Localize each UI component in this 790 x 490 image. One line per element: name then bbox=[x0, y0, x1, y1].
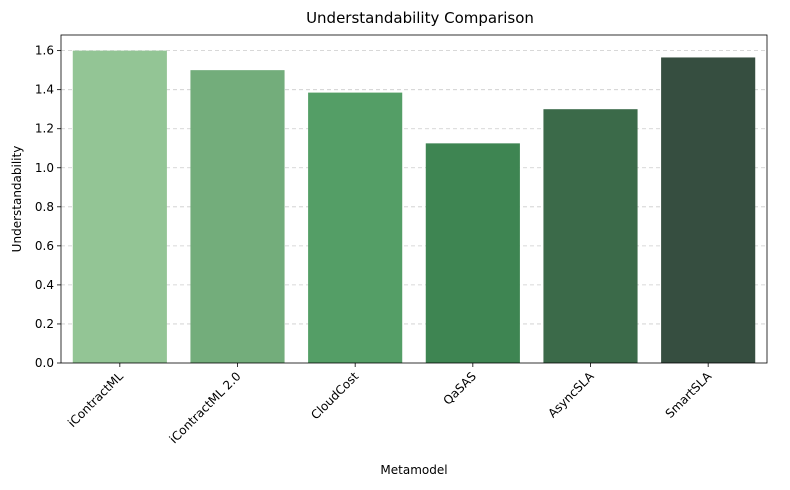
y-tick-label: 1.6 bbox=[35, 44, 54, 58]
x-axis-label: Metamodel bbox=[380, 463, 447, 477]
x-tick-label: SmartSLA bbox=[663, 369, 715, 421]
bar-icontractml-2-0 bbox=[190, 70, 285, 364]
grid-lines bbox=[61, 50, 767, 325]
y-tick-label: 0.4 bbox=[35, 278, 54, 292]
x-tick-label: iContractML 2.0 bbox=[167, 369, 244, 446]
y-tick-label: 0.2 bbox=[35, 317, 54, 331]
bar-asyncsla bbox=[543, 109, 638, 363]
y-tick-label: 1.4 bbox=[35, 83, 54, 97]
x-axis-ticks: iContractML iContractML 2.0 CloudCost QaSAS… bbox=[65, 363, 715, 446]
x-tick-label: QaSAS bbox=[440, 369, 479, 408]
bar-smartsla bbox=[661, 57, 756, 363]
x-tick-label: CloudCost bbox=[308, 369, 361, 422]
y-tick-label: 0.6 bbox=[35, 239, 54, 253]
bar-qasas bbox=[425, 143, 520, 363]
bars bbox=[72, 50, 756, 364]
y-tick-label: 1.0 bbox=[35, 161, 54, 175]
y-tick-label: 0.8 bbox=[35, 200, 54, 214]
bar-icontractml bbox=[72, 50, 167, 363]
axes-frame bbox=[60, 34, 768, 364]
bar-cloudcost bbox=[308, 92, 403, 363]
y-tick-label: 1.2 bbox=[35, 122, 54, 136]
y-axis-ticks: 0.0 0.2 0.4 0.6 0.8 1.0 1.2 1.4 1.6 bbox=[35, 44, 61, 370]
chart-title: Understandability Comparison bbox=[306, 9, 534, 27]
y-axis-label: Understandability bbox=[10, 146, 24, 253]
y-tick-label: 0.0 bbox=[35, 356, 54, 370]
x-tick-label: AsyncSLA bbox=[545, 369, 597, 421]
x-tick-label: iContractML bbox=[65, 369, 126, 430]
